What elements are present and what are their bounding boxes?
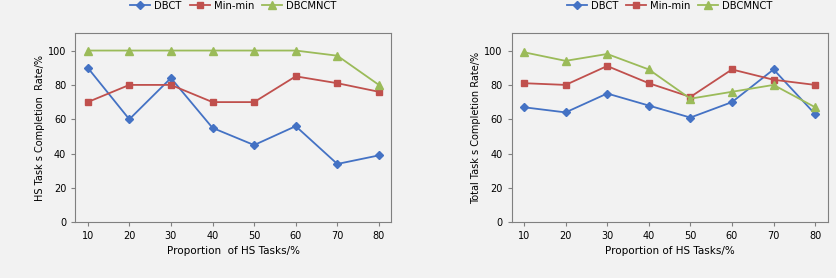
- Min-min: [249, 100, 259, 104]
- DBCMNCT: [332, 54, 342, 57]
- DBCMNCT: [83, 49, 93, 52]
- Min-min: [166, 83, 176, 86]
- DBCT: [332, 162, 342, 166]
- DBCMNCT: [166, 49, 176, 52]
- Min-min: [83, 100, 93, 104]
- Min-min: [207, 100, 217, 104]
- Min-min: [291, 75, 301, 78]
- DBCMNCT: [291, 49, 301, 52]
- Min-min: [561, 83, 571, 86]
- DBCT: [207, 126, 217, 130]
- X-axis label: Proportion of HS Tasks/%: Proportion of HS Tasks/%: [604, 245, 735, 255]
- DBCT: [644, 104, 654, 107]
- Legend: DBCT, Min-min, DBCMNCT: DBCT, Min-min, DBCMNCT: [126, 0, 340, 15]
- Line: DBCMNCT: DBCMNCT: [520, 48, 819, 111]
- Min-min: [644, 81, 654, 85]
- DBCMNCT: [125, 49, 135, 52]
- DBCT: [519, 106, 529, 109]
- DBCMNCT: [374, 83, 384, 86]
- DBCT: [768, 68, 778, 71]
- DBCMNCT: [207, 49, 217, 52]
- DBCMNCT: [644, 68, 654, 71]
- Line: Min-min: Min-min: [521, 63, 818, 100]
- DBCMNCT: [249, 49, 259, 52]
- DBCMNCT: [810, 106, 820, 109]
- Min-min: [810, 83, 820, 86]
- Min-min: [727, 68, 737, 71]
- Y-axis label: Total Task s Completion Rate/%: Total Task s Completion Rate/%: [472, 52, 482, 204]
- Min-min: [125, 83, 135, 86]
- DBCT: [125, 118, 135, 121]
- Line: Min-min: Min-min: [84, 73, 382, 105]
- DBCT: [561, 111, 571, 114]
- Legend: DBCT, Min-min, DBCMNCT: DBCT, Min-min, DBCMNCT: [563, 0, 777, 15]
- DBCMNCT: [602, 52, 612, 56]
- Y-axis label: HS Task s Completion  Rate/%: HS Task s Completion Rate/%: [35, 55, 45, 201]
- DBCMNCT: [727, 90, 737, 93]
- DBCT: [166, 76, 176, 80]
- Line: DBCT: DBCT: [521, 67, 818, 120]
- Line: DBCMNCT: DBCMNCT: [84, 47, 383, 89]
- DBCT: [602, 92, 612, 95]
- DBCMNCT: [561, 59, 571, 63]
- DBCMNCT: [686, 97, 696, 100]
- Min-min: [686, 95, 696, 99]
- Min-min: [374, 90, 384, 93]
- Line: DBCT: DBCT: [85, 65, 382, 167]
- DBCT: [810, 113, 820, 116]
- Min-min: [602, 64, 612, 68]
- DBCT: [291, 125, 301, 128]
- DBCMNCT: [519, 51, 529, 54]
- DBCT: [374, 154, 384, 157]
- Min-min: [332, 81, 342, 85]
- DBCT: [727, 100, 737, 104]
- DBCT: [686, 116, 696, 119]
- DBCT: [83, 66, 93, 70]
- DBCMNCT: [768, 83, 778, 86]
- Min-min: [768, 78, 778, 81]
- X-axis label: Proportion  of HS Tasks/%: Proportion of HS Tasks/%: [167, 245, 300, 255]
- Min-min: [519, 81, 529, 85]
- DBCT: [249, 143, 259, 147]
